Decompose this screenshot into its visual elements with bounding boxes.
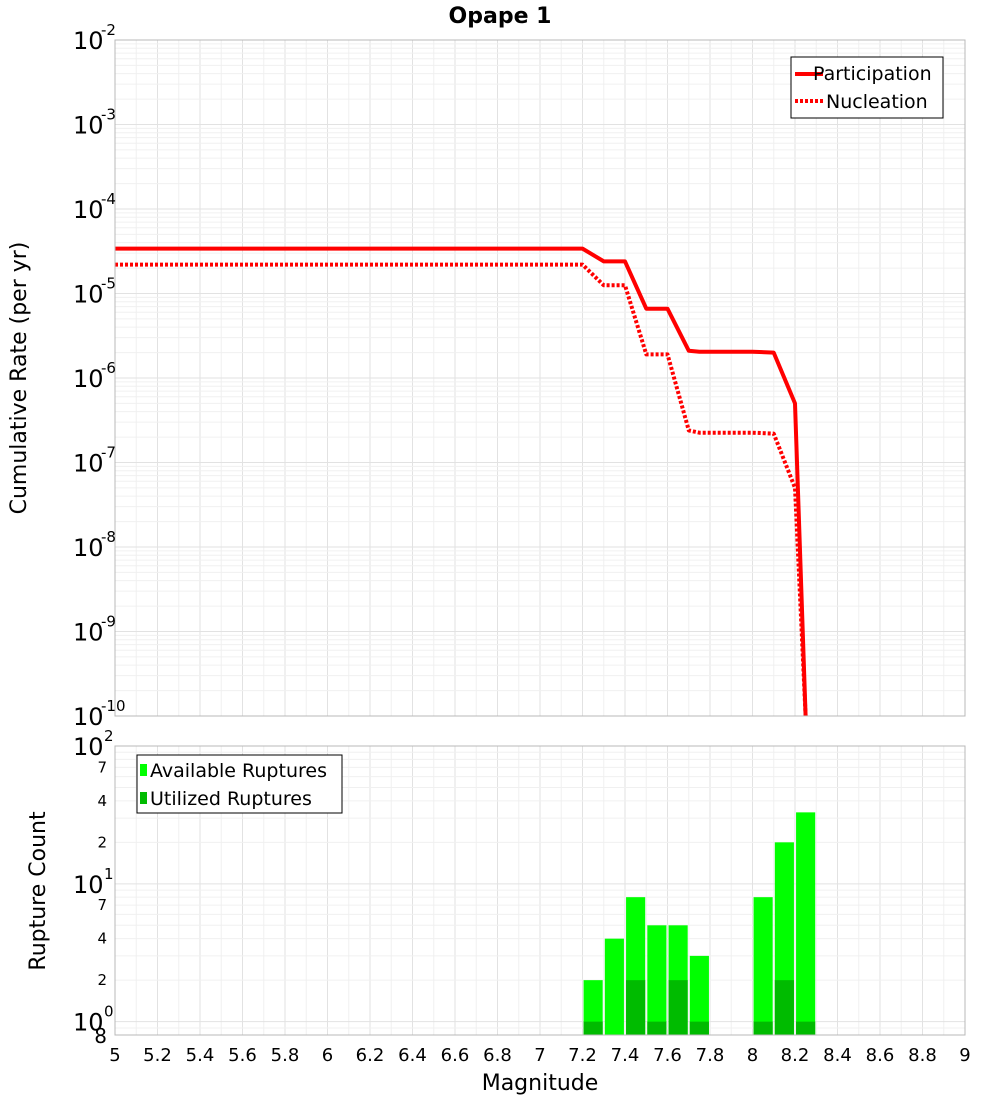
top-y-tick-base: 10: [73, 196, 104, 224]
bottom-y-axis-label: Rupture Count: [26, 811, 51, 971]
bar-utilized-ruptures: [796, 1021, 816, 1035]
bottom-y-tick: 7: [97, 758, 107, 776]
x-tick: 7.8: [696, 1045, 725, 1066]
top-plot-frame: [114, 39, 966, 717]
top-y-tick-base: 10: [73, 619, 104, 647]
bottom-y-tick: 4: [97, 792, 107, 810]
bar-utilized-ruptures: [668, 980, 688, 1035]
top-legend-box: [790, 56, 944, 119]
bottom-y-decade-base: 10: [73, 733, 104, 761]
bar-utilized-ruptures: [753, 1021, 773, 1035]
top-y-tick-base: 10: [73, 534, 104, 562]
legend-swatch-utilized: [140, 792, 147, 804]
bottom-y-decade-base: 10: [73, 871, 104, 899]
bar-available-ruptures: [689, 955, 709, 1035]
bar-utilized-ruptures: [689, 1021, 709, 1035]
bar-available-ruptures: [583, 980, 603, 1035]
x-tick: 6.2: [356, 1045, 385, 1066]
x-tick: 6.6: [441, 1045, 470, 1066]
bar-utilized-ruptures: [647, 1021, 667, 1035]
bar-available-ruptures: [796, 812, 816, 1035]
bottom-plot-frame: [114, 745, 966, 1036]
participation-line: [115, 246, 808, 717]
bar-available-ruptures: [647, 925, 667, 1035]
x-tick: 7.2: [568, 1045, 597, 1066]
top-y-tick-base: 10: [73, 365, 104, 393]
x-tick-labels: 5 5.2 5.4 5.6 5.8 6 6.2 6.4 6.6 6.8 7 7.2 7.4 7.6 7.8 8…: [109, 1045, 970, 1066]
x-tick: 5.4: [186, 1045, 215, 1066]
legend-label-utilized: Utilized Ruptures: [150, 788, 312, 810]
bottom-y-decade-exponent: 2: [104, 727, 114, 745]
legend-swatch-available: [140, 764, 147, 776]
top-y-tick-base: 10: [73, 112, 104, 140]
top-y-tick-base: 10: [73, 703, 104, 731]
legend-label-nucleation: Nucleation: [826, 91, 928, 113]
bottom-y-decade-exponent: 0: [104, 1003, 114, 1021]
top-y-tick-exponent: -3: [101, 106, 116, 124]
top-legend: Participation Nucleation: [790, 56, 944, 119]
x-tick: 7: [534, 1045, 545, 1066]
x-tick: 6.4: [398, 1045, 427, 1066]
top-y-tick-exponent: -6: [101, 359, 116, 377]
x-tick: 8: [747, 1045, 758, 1066]
legend-label-available: Available Ruptures: [150, 760, 327, 782]
x-tick: 8.4: [823, 1045, 852, 1066]
bar-utilized-ruptures: [626, 980, 646, 1035]
bar-available-ruptures: [604, 938, 624, 1035]
top-y-axis-label: Cumulative Rate (per yr): [7, 242, 32, 515]
x-tick: 8.2: [781, 1045, 810, 1066]
bottom-y-tick: 2: [97, 833, 107, 851]
top-y-tick-base: 10: [73, 281, 104, 309]
bar-series: [583, 812, 816, 1035]
top-y-tick-exponent: -2: [101, 21, 116, 39]
bottom-y-decade-base: 10: [73, 1009, 104, 1037]
bottom-y-tick: 8: [94, 1024, 107, 1048]
line-series: [115, 246, 808, 717]
bar-available-ruptures: [753, 897, 773, 1035]
top-y-tick-base: 10: [73, 450, 104, 478]
bottom-y-tick: 4: [97, 930, 107, 948]
top-y-tick-base: 10: [73, 27, 104, 55]
bottom-y-decade-exponent: 1: [104, 865, 114, 883]
bar-utilized-ruptures: [774, 980, 794, 1035]
legend-label-participation: Participation: [813, 63, 932, 85]
x-tick: 8.8: [908, 1045, 937, 1066]
bottom-y-tick: 2: [97, 971, 107, 989]
x-tick: 5.2: [143, 1045, 172, 1066]
x-axis-label: Magnitude: [482, 1071, 599, 1096]
top-plot-grid: [114, 40, 966, 717]
chart-title: Opape 1: [449, 4, 552, 29]
x-tick: 5.6: [228, 1045, 257, 1066]
x-tick: 6: [322, 1045, 333, 1066]
x-tick: 5: [109, 1045, 120, 1066]
x-tick: 7.4: [611, 1045, 640, 1066]
x-tick: 7.6: [653, 1045, 682, 1066]
x-tick: 8.6: [866, 1045, 895, 1066]
top-y-tick-exponent: -7: [101, 444, 116, 462]
bottom-legend: Available Ruptures Utilized Ruptures: [136, 754, 343, 814]
top-y-tick-exponent: -8: [101, 528, 116, 546]
bar-utilized-ruptures: [583, 1021, 603, 1035]
x-tick: 6.8: [483, 1045, 512, 1066]
bottom-legend-box: [136, 754, 343, 814]
top-y-tick-exponent: -4: [101, 190, 116, 208]
x-tick: 5.8: [271, 1045, 300, 1066]
bottom-y-tick: 7: [97, 896, 107, 914]
top-y-tick-exponent: -5: [101, 275, 116, 293]
top-y-tick-exponent: -10: [101, 697, 126, 715]
nucleation-line: [115, 262, 808, 717]
top-y-tick-exponent: -9: [101, 613, 116, 631]
x-tick: 9: [959, 1045, 970, 1066]
